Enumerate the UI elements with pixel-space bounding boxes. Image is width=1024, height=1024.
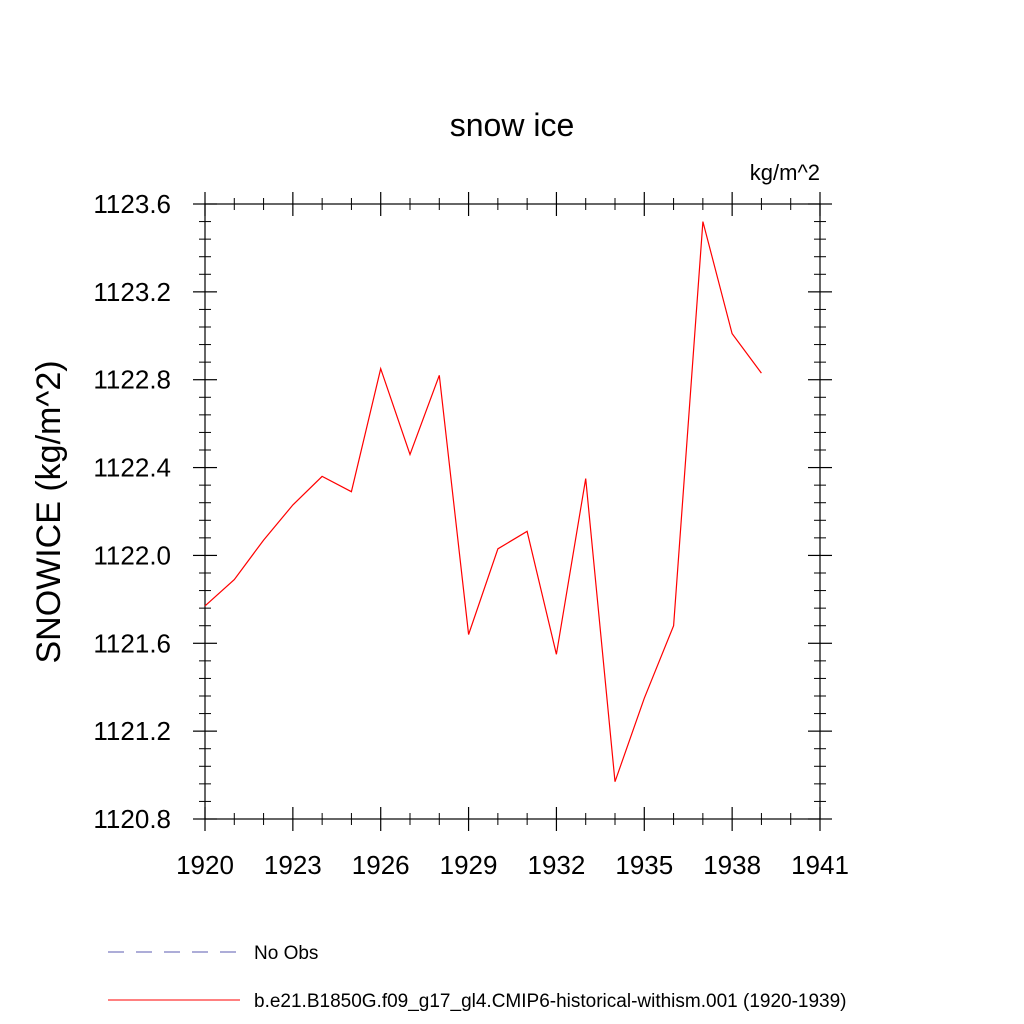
x-tick-label: 1926 <box>352 850 410 880</box>
y-tick-label: 1123.2 <box>93 277 171 307</box>
x-tick-label: 1935 <box>615 850 673 880</box>
x-tick-label: 1920 <box>176 850 234 880</box>
axis-tick-labels: 1920 1923 1926 1929 1932 1935 1938 1941 1120.8 11… <box>93 189 849 880</box>
y-tick-label: 1123.6 <box>93 189 171 219</box>
y-tick-label: 1121.6 <box>93 628 171 658</box>
y-tick-label: 1122.0 <box>93 540 171 570</box>
y-tick-label: 1121.2 <box>93 716 171 746</box>
x-tick-label: 1923 <box>264 850 322 880</box>
x-tick-label: 1929 <box>440 850 498 880</box>
y-tick-label: 1122.8 <box>93 365 171 395</box>
chart-title: snow ice <box>450 107 575 143</box>
units-label: kg/m^2 <box>750 160 820 185</box>
series-layer <box>204 221 762 782</box>
y-tick-label: 1120.8 <box>93 804 171 834</box>
x-tick-label: 1932 <box>528 850 586 880</box>
y-tick-label: 1122.4 <box>93 453 171 483</box>
legend-label: No Obs <box>254 943 318 964</box>
legend: No Obs b.e21.B1850G.f09_g17_gl4.CMIP6-his… <box>108 943 847 1012</box>
x-tick-label: 1938 <box>703 850 761 880</box>
x-tick-label: 1941 <box>791 850 849 880</box>
axis-ticks <box>193 192 832 831</box>
y-axis-label: SNOWICE (kg/m^2) <box>30 360 68 663</box>
series-line <box>204 221 762 782</box>
legend-label: b.e21.B1850G.f09_g17_gl4.CMIP6-historica… <box>254 991 847 1012</box>
plot-frame <box>204 203 821 820</box>
plot-border <box>204 203 821 820</box>
